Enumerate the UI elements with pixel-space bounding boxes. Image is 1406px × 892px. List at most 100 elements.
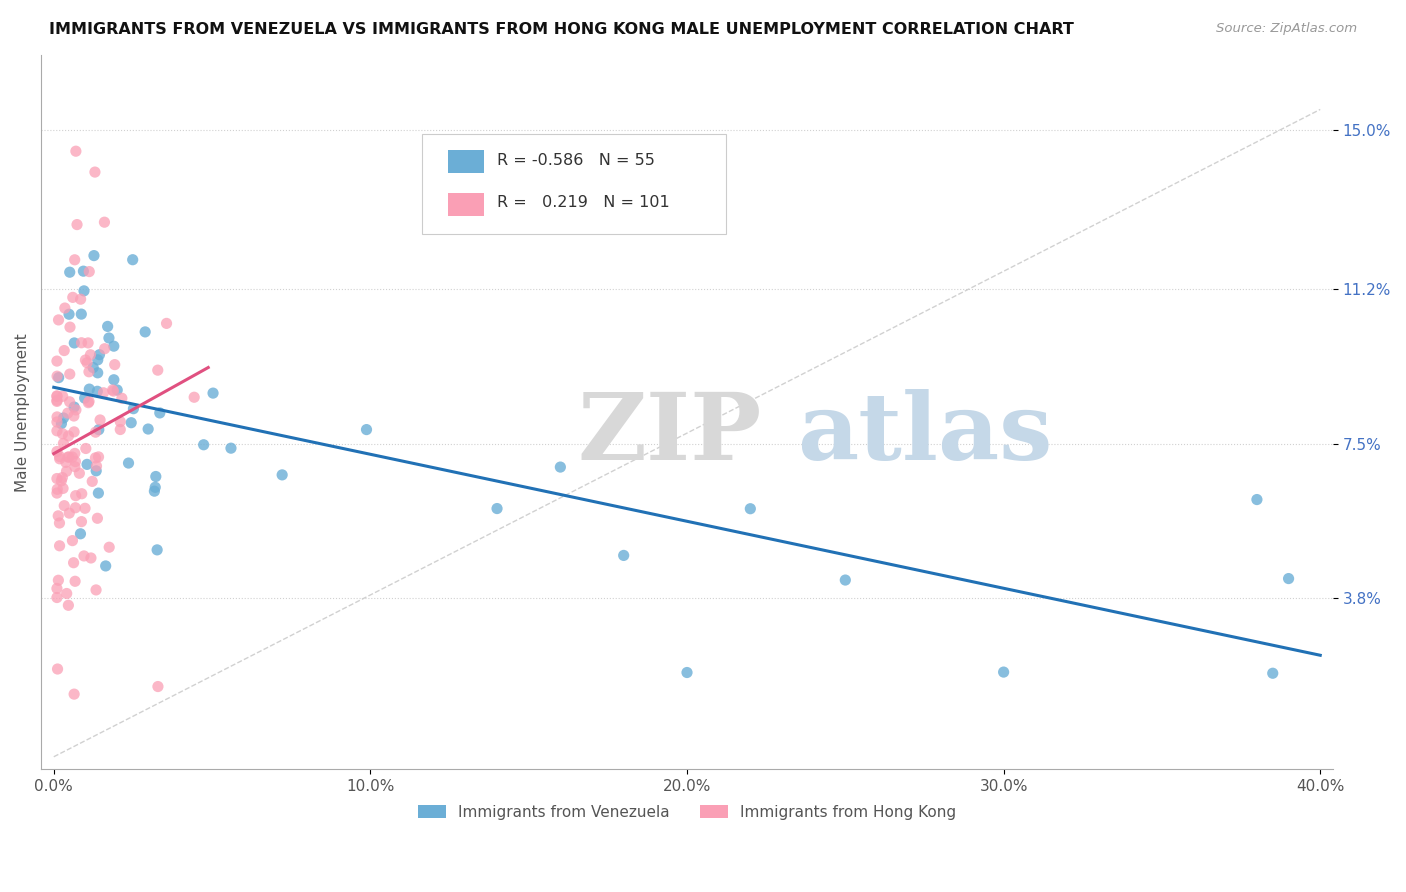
Point: [486, 501, 509, 516]
Point: [63, 409, 86, 423]
Point: [53, 301, 76, 315]
Point: [73, 284, 96, 298]
Point: [110, 415, 132, 429]
Point: [145, 469, 167, 483]
Point: [136, 422, 159, 436]
Point: [86, 366, 108, 380]
Bar: [449, 150, 484, 173]
Point: [87, 352, 110, 367]
Point: [46, 369, 69, 384]
Point: [45, 354, 67, 368]
Point: [356, 423, 378, 437]
Point: [77, 264, 100, 278]
Point: [103, 373, 125, 387]
Point: [86, 459, 108, 474]
Point: [45, 415, 67, 429]
Point: [1277, 572, 1299, 586]
Text: R = -0.586   N = 55: R = -0.586 N = 55: [498, 153, 655, 168]
Point: [58, 307, 80, 321]
Point: [93, 342, 115, 356]
Point: [55, 586, 77, 600]
Point: [63, 252, 86, 267]
Point: [104, 358, 127, 372]
Point: [676, 665, 699, 680]
Point: [89, 348, 111, 362]
Point: [58, 599, 80, 613]
Point: [121, 252, 143, 267]
Point: [46, 662, 69, 676]
Point: [73, 501, 96, 516]
Text: ZIP: ZIP: [578, 389, 762, 479]
Point: [53, 343, 76, 358]
Text: R =   0.219   N = 101: R = 0.219 N = 101: [498, 195, 669, 211]
Point: [993, 665, 1015, 679]
Point: [117, 456, 139, 470]
Point: [76, 458, 98, 472]
Point: [62, 290, 84, 304]
Point: [69, 526, 91, 541]
Point: [93, 215, 115, 229]
Point: [84, 450, 107, 465]
Point: [75, 353, 97, 368]
Point: [52, 482, 75, 496]
Point: [63, 687, 86, 701]
Point: [1246, 492, 1268, 507]
Point: [58, 429, 80, 443]
Point: [83, 249, 105, 263]
Point: [63, 446, 86, 460]
Point: [63, 425, 86, 439]
Point: [149, 406, 172, 420]
Point: [63, 574, 86, 589]
Point: [51, 426, 73, 441]
Point: [70, 307, 93, 321]
Point: [45, 486, 67, 500]
Point: [58, 506, 80, 520]
Point: [79, 348, 101, 362]
Point: [45, 389, 67, 403]
Point: [103, 339, 125, 353]
Point: [45, 582, 67, 596]
Point: [146, 542, 169, 557]
Legend: Immigrants from Venezuela, Immigrants from Hong Kong: Immigrants from Venezuela, Immigrants fr…: [412, 798, 962, 826]
Point: [82, 475, 104, 489]
Point: [70, 515, 93, 529]
Point: [60, 450, 83, 464]
Point: [84, 582, 107, 597]
Point: [93, 385, 115, 400]
Point: [87, 450, 110, 464]
Text: Source: ZipAtlas.com: Source: ZipAtlas.com: [1216, 22, 1357, 36]
Point: [45, 444, 67, 458]
Point: [97, 331, 120, 345]
Point: [59, 394, 82, 409]
Point: [52, 389, 75, 403]
Point: [51, 474, 73, 488]
Y-axis label: Male Unemployment: Male Unemployment: [15, 333, 30, 491]
Point: [45, 389, 67, 403]
Point: [62, 556, 84, 570]
Point: [59, 367, 82, 381]
Point: [53, 499, 76, 513]
Point: [77, 365, 100, 379]
Point: [73, 391, 96, 405]
Point: [103, 384, 125, 398]
Point: [48, 370, 70, 384]
Point: [77, 394, 100, 409]
Point: [86, 511, 108, 525]
Text: atlas: atlas: [797, 389, 1052, 479]
FancyBboxPatch shape: [422, 134, 725, 234]
Point: [143, 480, 166, 494]
Point: [80, 551, 103, 566]
Point: [45, 394, 67, 409]
Point: [48, 574, 70, 588]
Point: [613, 549, 636, 563]
Point: [46, 508, 69, 523]
Point: [63, 459, 86, 474]
Point: [101, 383, 124, 397]
Point: [84, 165, 107, 179]
Point: [65, 454, 87, 468]
Point: [271, 467, 294, 482]
Point: [63, 335, 86, 350]
Point: [51, 417, 73, 431]
Point: [65, 145, 87, 159]
Point: [105, 383, 128, 397]
